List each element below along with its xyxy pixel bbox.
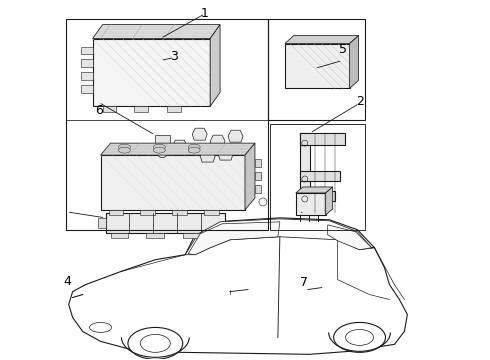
Ellipse shape xyxy=(334,323,386,352)
Bar xyxy=(172,210,187,215)
Bar xyxy=(167,106,181,112)
Bar xyxy=(81,85,93,93)
Circle shape xyxy=(259,198,267,206)
Polygon shape xyxy=(349,36,359,88)
Bar xyxy=(134,106,148,112)
Polygon shape xyxy=(200,150,215,162)
Bar xyxy=(147,233,164,238)
Bar xyxy=(204,210,219,215)
Ellipse shape xyxy=(188,147,200,153)
Bar xyxy=(81,59,93,67)
Text: 5: 5 xyxy=(339,42,346,55)
Bar xyxy=(300,133,344,145)
Bar xyxy=(141,210,155,215)
Bar xyxy=(300,191,335,201)
Text: 2: 2 xyxy=(356,95,364,108)
Polygon shape xyxy=(218,148,233,160)
Bar xyxy=(300,133,310,213)
Polygon shape xyxy=(210,24,220,106)
Bar xyxy=(255,185,261,193)
Bar xyxy=(93,39,210,106)
Bar xyxy=(183,233,201,238)
PathPatch shape xyxy=(69,218,407,354)
Text: 7: 7 xyxy=(299,276,308,289)
PathPatch shape xyxy=(328,225,371,250)
Bar xyxy=(300,171,340,181)
Polygon shape xyxy=(172,140,187,152)
Bar xyxy=(270,124,365,230)
Ellipse shape xyxy=(119,147,130,153)
Bar xyxy=(105,213,225,233)
Ellipse shape xyxy=(128,328,183,359)
Polygon shape xyxy=(285,36,359,44)
Text: 3: 3 xyxy=(171,50,178,63)
Polygon shape xyxy=(326,187,333,215)
Text: 6: 6 xyxy=(95,104,102,117)
Bar xyxy=(81,46,93,54)
Ellipse shape xyxy=(158,153,166,158)
Polygon shape xyxy=(296,187,333,193)
Bar xyxy=(111,233,128,238)
Ellipse shape xyxy=(153,144,165,150)
Text: 4: 4 xyxy=(63,275,71,288)
Polygon shape xyxy=(155,135,171,155)
Bar xyxy=(296,193,326,215)
Bar xyxy=(100,155,245,210)
PathPatch shape xyxy=(185,219,374,255)
Bar xyxy=(255,159,261,167)
Bar xyxy=(255,172,261,180)
Polygon shape xyxy=(245,143,255,210)
Polygon shape xyxy=(100,143,255,155)
Bar xyxy=(81,72,93,80)
Polygon shape xyxy=(228,130,243,142)
Ellipse shape xyxy=(119,144,130,150)
Ellipse shape xyxy=(153,147,165,153)
Polygon shape xyxy=(192,128,207,140)
Bar xyxy=(108,210,123,215)
Bar xyxy=(285,44,349,88)
Polygon shape xyxy=(210,135,225,147)
Ellipse shape xyxy=(188,144,200,150)
Bar xyxy=(102,106,117,112)
Text: 1: 1 xyxy=(201,7,209,20)
Polygon shape xyxy=(93,24,220,39)
PathPatch shape xyxy=(188,222,280,255)
Bar xyxy=(98,218,105,228)
